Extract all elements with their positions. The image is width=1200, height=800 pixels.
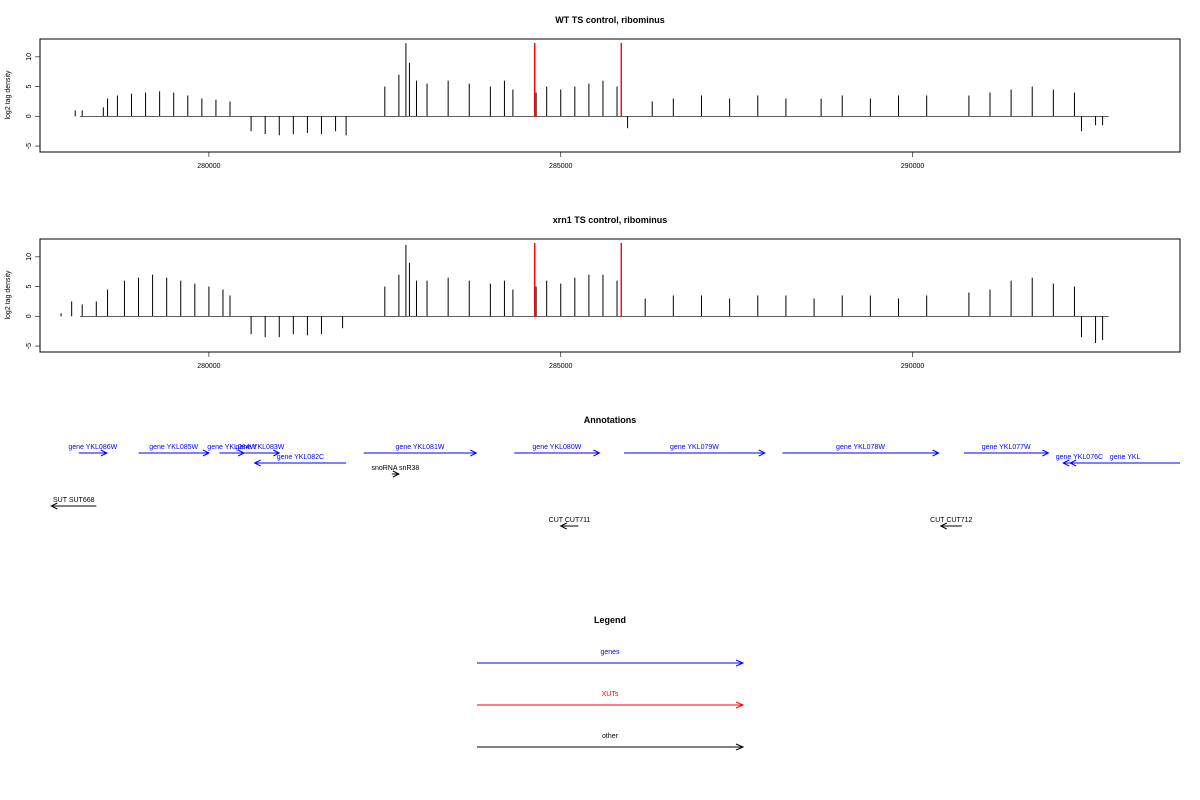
xrn1-signal-bars (60, 244, 1104, 344)
annotation-arrow-head (50, 502, 58, 510)
xrn1-panel: xrn1 TS control, ribominus log2 tag dens… (5, 215, 1181, 370)
annotation-label: gene YKL076C (1056, 454, 1103, 461)
wt-axis-ticks: -5 0 5 10 280000 285000 290000 (26, 53, 924, 170)
legend-arrow-head (735, 701, 745, 709)
xrn1-plot-frame (39, 238, 1181, 353)
wt-panel: WT TS control, ribominus log2 tag densit… (5, 15, 1181, 170)
annotation-arrow-head (202, 449, 211, 457)
annotation-arrow-head (1069, 459, 1077, 467)
annotation-arrow-head (392, 470, 401, 478)
wt-panel-title: WT TS control, ribominus (555, 15, 665, 25)
annotation-label: gene YKL082C (277, 454, 324, 461)
annotation-label: gene YKL077W (982, 444, 1031, 451)
annotation-feature: gene YKL085W (138, 444, 211, 457)
annotations-panel: Annotations gene YKL086W gene YKL085W gene… (50, 415, 1180, 530)
xrn1-x-tick-label: 285000 (549, 363, 572, 370)
legend-entry: XUTs (477, 691, 745, 709)
legend-entry: genes (477, 649, 745, 667)
xrn1-highlight-lines (534, 243, 622, 317)
annotation-label: gene YKL (1110, 454, 1141, 461)
annotation-label: snoRNA snR38 (371, 465, 419, 472)
annotation-label: gene YKL083W (235, 444, 284, 451)
annotation-arrow-head (939, 522, 947, 530)
annotation-arrow-head (559, 522, 567, 530)
annotation-label: gene YKL079W (670, 444, 719, 451)
annotations-title: Annotations (584, 415, 637, 425)
annotation-arrow-head (100, 449, 108, 457)
wt-signal-bars (74, 43, 1104, 136)
wt-x-tick-label: 290000 (901, 163, 924, 170)
annotation-feature: gene YKL081W (363, 444, 478, 457)
annotation-arrow-head (593, 449, 601, 457)
legend-title: Legend (594, 615, 626, 625)
annotation-feature: gene YKL086W (68, 444, 118, 457)
annotation-feature: gene YKL078W (782, 444, 940, 457)
annotation-label: gene YKL085W (149, 444, 198, 451)
wt-y-axis-label: log2 tag density (5, 70, 12, 120)
annotation-label: gene YKL081W (396, 444, 445, 451)
wt-plot-frame (39, 38, 1181, 153)
xrn1-x-tick-label: 280000 (197, 363, 220, 370)
xrn1-y-tick-label: 10 (26, 253, 33, 261)
xrn1-x-tick-label: 290000 (901, 363, 924, 370)
annotation-arrow-head (1042, 449, 1050, 457)
annotation-feature: gene YKL080W (514, 444, 601, 457)
annotation-arrow-head (1062, 459, 1070, 467)
annotation-feature: gene YKL083W (235, 444, 285, 457)
wt-y-tick-label: -5 (26, 143, 33, 149)
annotation-label: gene YKL078W (836, 444, 885, 451)
annotation-arrow-head (758, 449, 766, 457)
annotation-feature: CUT CUT711 (549, 517, 591, 530)
annotation-arrow-head (932, 449, 940, 457)
annotation-label: gene YKL084W (207, 444, 256, 451)
legend-arrow-head (735, 659, 745, 667)
annotation-feature: gene YKL077W (963, 444, 1050, 457)
xrn1-axis-ticks: -5 0 5 10 280000 285000 290000 (26, 253, 924, 370)
legend-label: other (602, 733, 619, 740)
xrn1-panel-title: xrn1 TS control, ribominus (553, 215, 668, 225)
legend-label: genes (600, 649, 620, 656)
xrn1-y-tick-label: 0 (26, 314, 33, 318)
annotation-arrow-head (470, 449, 478, 457)
annotation-arrow-head (273, 449, 281, 457)
legend-entry: other (477, 733, 745, 751)
annotation-arrow-head (253, 459, 261, 467)
annotation-feature: gene YKL079W (624, 444, 766, 457)
annotation-feature: gene YKL076C (1056, 454, 1103, 467)
wt-x-tick-label: 285000 (549, 163, 572, 170)
legend-arrow-head (735, 743, 745, 751)
annotation-feature: SUT SUT668 (50, 497, 97, 510)
legend-label: XUTs (602, 691, 619, 698)
annotation-feature: gene YKL082C (253, 454, 347, 467)
wt-highlight-lines (534, 43, 622, 117)
wt-y-tick-label: 0 (26, 114, 33, 118)
annotation-label: gene YKL086W (68, 444, 117, 451)
annotation-feature: snoRNA snR38 (371, 465, 419, 478)
annotation-label: CUT CUT711 (549, 517, 591, 524)
legend-entries: genes XUTs other (477, 649, 745, 751)
wt-x-tick-label: 280000 (197, 163, 220, 170)
annotation-label: SUT SUT668 (53, 497, 95, 504)
annotation-feature: CUT CUT712 (930, 517, 973, 530)
xrn1-y-tick-label: -5 (26, 343, 33, 349)
legend-panel: Legend genes XUTs other (477, 615, 745, 751)
xrn1-y-axis-label: log2 tag density (5, 270, 12, 320)
xrn1-y-tick-label: 5 (26, 285, 33, 289)
annotation-feature: gene YKL (1069, 454, 1180, 467)
annotation-features: gene YKL086W gene YKL085W gene YKL084Wgene… (50, 444, 1180, 530)
annotation-label: CUT CUT712 (930, 517, 972, 524)
wt-y-tick-label: 5 (26, 85, 33, 89)
wt-y-tick-label: 10 (26, 53, 33, 61)
annotation-label: gene YKL080W (532, 444, 581, 451)
